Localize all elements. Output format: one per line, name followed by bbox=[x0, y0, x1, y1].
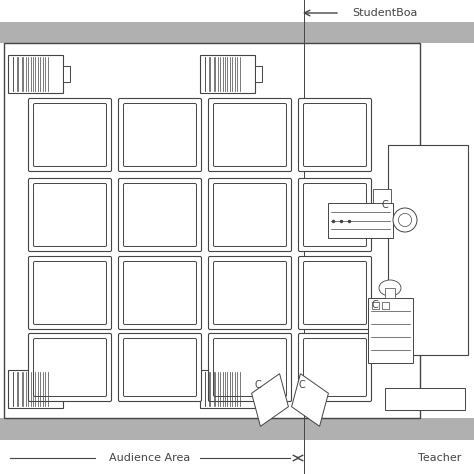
Text: StudentBoa: StudentBoa bbox=[352, 8, 418, 18]
Circle shape bbox=[399, 213, 411, 227]
Bar bbox=[255, 66, 262, 82]
Bar bbox=[63, 382, 70, 397]
Text: Audience Area: Audience Area bbox=[109, 453, 191, 463]
FancyBboxPatch shape bbox=[299, 334, 372, 401]
Bar bbox=[4, 43, 420, 418]
FancyBboxPatch shape bbox=[213, 262, 286, 325]
FancyBboxPatch shape bbox=[209, 99, 292, 172]
Bar bbox=[385, 388, 465, 410]
FancyBboxPatch shape bbox=[118, 334, 201, 401]
FancyBboxPatch shape bbox=[209, 256, 292, 329]
FancyBboxPatch shape bbox=[28, 99, 111, 172]
FancyBboxPatch shape bbox=[299, 256, 372, 329]
FancyBboxPatch shape bbox=[213, 103, 286, 166]
FancyBboxPatch shape bbox=[124, 183, 197, 246]
Bar bbox=[63, 66, 70, 82]
FancyBboxPatch shape bbox=[118, 99, 201, 172]
FancyBboxPatch shape bbox=[303, 103, 366, 166]
FancyBboxPatch shape bbox=[124, 103, 197, 166]
Bar bbox=[385, 288, 395, 298]
Bar bbox=[373, 189, 391, 203]
Bar bbox=[8, 55, 63, 93]
FancyBboxPatch shape bbox=[209, 179, 292, 252]
FancyBboxPatch shape bbox=[124, 338, 197, 396]
Bar bbox=[382, 302, 389, 309]
FancyBboxPatch shape bbox=[118, 256, 201, 329]
FancyBboxPatch shape bbox=[124, 262, 197, 325]
Bar bbox=[200, 55, 255, 93]
Text: C: C bbox=[372, 300, 378, 310]
Bar bbox=[0, 22, 474, 43]
FancyBboxPatch shape bbox=[303, 183, 366, 246]
FancyBboxPatch shape bbox=[299, 99, 372, 172]
Bar bbox=[8, 370, 63, 408]
Circle shape bbox=[393, 208, 417, 232]
Text: C: C bbox=[382, 200, 388, 210]
Bar bbox=[255, 382, 262, 397]
Polygon shape bbox=[292, 374, 328, 426]
FancyBboxPatch shape bbox=[34, 183, 107, 246]
Text: C: C bbox=[255, 380, 261, 390]
Bar bbox=[368, 298, 413, 363]
Bar bbox=[0, 418, 474, 440]
FancyBboxPatch shape bbox=[34, 103, 107, 166]
Text: C: C bbox=[299, 380, 305, 390]
FancyBboxPatch shape bbox=[118, 179, 201, 252]
Text: Teacher: Teacher bbox=[419, 453, 462, 463]
Bar bbox=[372, 302, 379, 309]
FancyBboxPatch shape bbox=[213, 183, 286, 246]
FancyBboxPatch shape bbox=[34, 338, 107, 396]
Bar bbox=[328, 203, 393, 238]
FancyBboxPatch shape bbox=[28, 256, 111, 329]
FancyBboxPatch shape bbox=[34, 262, 107, 325]
FancyBboxPatch shape bbox=[299, 179, 372, 252]
Polygon shape bbox=[252, 374, 288, 426]
FancyBboxPatch shape bbox=[28, 179, 111, 252]
Ellipse shape bbox=[379, 280, 401, 296]
Bar bbox=[388, 145, 468, 355]
FancyBboxPatch shape bbox=[213, 338, 286, 396]
FancyBboxPatch shape bbox=[28, 334, 111, 401]
FancyBboxPatch shape bbox=[303, 338, 366, 396]
Bar bbox=[200, 370, 255, 408]
FancyBboxPatch shape bbox=[303, 262, 366, 325]
FancyBboxPatch shape bbox=[209, 334, 292, 401]
